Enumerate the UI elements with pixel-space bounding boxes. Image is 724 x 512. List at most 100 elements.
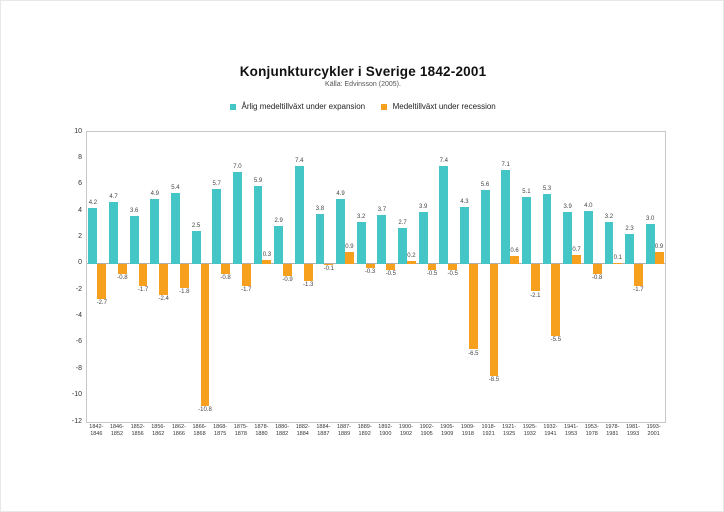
value-label: 5.3 [542, 185, 552, 192]
y-tick-label: -2 [75, 285, 82, 293]
x-axis-label: 1941- 1953 [564, 424, 579, 437]
x-axis-label: 1993- 2001 [646, 424, 661, 437]
y-tick-label: 6 [78, 180, 82, 188]
bar-expansion [150, 199, 160, 264]
bar-expansion [191, 230, 201, 264]
legend-item-recession: Medeltillväxt under recession [381, 102, 496, 111]
legend-label-expansion: Årlig medeltillväxt under expansion [241, 102, 366, 111]
bar-expansion [583, 211, 593, 264]
value-label: 4.2 [88, 200, 98, 207]
value-label: 5.1 [522, 188, 531, 195]
value-label: 0.3 [262, 251, 272, 258]
bar-expansion [129, 216, 139, 264]
value-label: -5.5 [550, 337, 562, 344]
bar-recession [448, 263, 458, 271]
bar-expansion [563, 212, 573, 264]
y-tick-label: 2 [78, 232, 82, 240]
bar-expansion [88, 208, 98, 264]
bar-expansion [418, 212, 428, 264]
chart-source: Källa: Edvinsson (2005). [325, 81, 401, 88]
x-axis-label: 1925- 1932 [522, 424, 537, 437]
x-axis-label: 1884- 1887 [316, 424, 331, 437]
value-label: -0.8 [220, 275, 231, 282]
value-label: 3.8 [315, 205, 325, 212]
bar-recession [365, 263, 375, 268]
value-label: 4.9 [336, 191, 345, 198]
y-tick-label: 4 [78, 206, 82, 214]
value-label: 7.4 [295, 158, 304, 165]
y-tick-label: 10 [74, 127, 82, 135]
bar-expansion [171, 192, 180, 264]
bar-recession [634, 263, 643, 287]
x-axis-label: 1842- 1846 [89, 424, 104, 437]
bar-expansion [604, 221, 614, 264]
x-axis-label: 1905- 1909 [440, 424, 455, 437]
bar-expansion [253, 186, 263, 264]
bar-expansion [274, 225, 284, 264]
x-axis-label: 1921- 1925 [502, 424, 517, 437]
value-label: -2.7 [96, 300, 107, 307]
bar-recession [138, 263, 148, 287]
value-label: -1.7 [137, 287, 149, 294]
value-label: -1.8 [179, 288, 190, 295]
x-axis-label: 1889- 1892 [357, 424, 372, 437]
x-axis-label: 1875- 1878 [233, 424, 248, 437]
y-tick-label: 8 [78, 153, 82, 161]
bar-recession [530, 263, 540, 292]
bar-expansion [232, 171, 242, 264]
bar-expansion [439, 166, 449, 264]
value-label: 7.4 [439, 158, 448, 165]
value-label: 2.7 [398, 220, 407, 227]
bar-recession [592, 263, 602, 275]
value-label: 3.2 [604, 213, 614, 220]
value-label: -0.8 [117, 275, 128, 282]
value-label: -6.5 [468, 350, 479, 357]
chart-title: Konjunkturcykler i Sverige 1842-2001 [239, 64, 487, 79]
value-label: 2.5 [191, 222, 201, 229]
y-tick-label: -6 [75, 338, 82, 346]
bar-recession [406, 261, 416, 264]
bar-expansion [377, 215, 387, 264]
value-label: 0.6 [510, 247, 519, 254]
recession-swatch-icon [381, 103, 388, 110]
bar-recession [572, 254, 581, 264]
zero-axis-line [87, 263, 665, 265]
value-label: -1.7 [241, 287, 252, 294]
value-label: 7.0 [233, 163, 242, 170]
value-label: 3.6 [129, 208, 139, 215]
bar-expansion [521, 196, 531, 264]
value-label: 3.9 [563, 204, 572, 211]
bar-expansion [109, 201, 118, 264]
value-label: -0.8 [592, 275, 603, 282]
value-label: 0.2 [407, 253, 416, 260]
value-label: -0.1 [323, 266, 334, 273]
value-label: 0.7 [572, 246, 581, 253]
bar-recession [97, 263, 107, 300]
bar-recession [200, 263, 210, 407]
value-label: 2.9 [274, 217, 283, 224]
x-axis-label: 1909- 1918 [460, 424, 475, 437]
x-axis-label: 1892- 1900 [378, 424, 393, 437]
bar-expansion [356, 221, 366, 264]
value-label: -0.5 [426, 271, 438, 278]
bar-expansion [480, 190, 490, 264]
x-axis-label: 1918- 1921 [481, 424, 496, 437]
bar-expansion [542, 193, 552, 264]
bar-recession [221, 263, 231, 275]
x-axis-label: 1868- 1875 [213, 424, 228, 437]
value-label: 3.9 [418, 204, 428, 211]
value-label: 5.4 [171, 184, 180, 191]
y-tick-label: -12 [71, 417, 82, 425]
bar-recession [324, 263, 334, 266]
bar-recession [283, 263, 292, 276]
value-label: 0.9 [345, 243, 354, 250]
legend: Årlig medeltillväxt under expansion Mede… [1, 102, 723, 111]
value-label: 0.1 [613, 254, 622, 261]
value-label: 4.0 [584, 203, 593, 210]
value-label: 5.6 [480, 182, 490, 188]
bar-expansion [625, 233, 635, 264]
x-axis-label: 1981- 1993 [625, 424, 641, 437]
bar-expansion [645, 224, 655, 264]
bar-recession [654, 251, 664, 264]
